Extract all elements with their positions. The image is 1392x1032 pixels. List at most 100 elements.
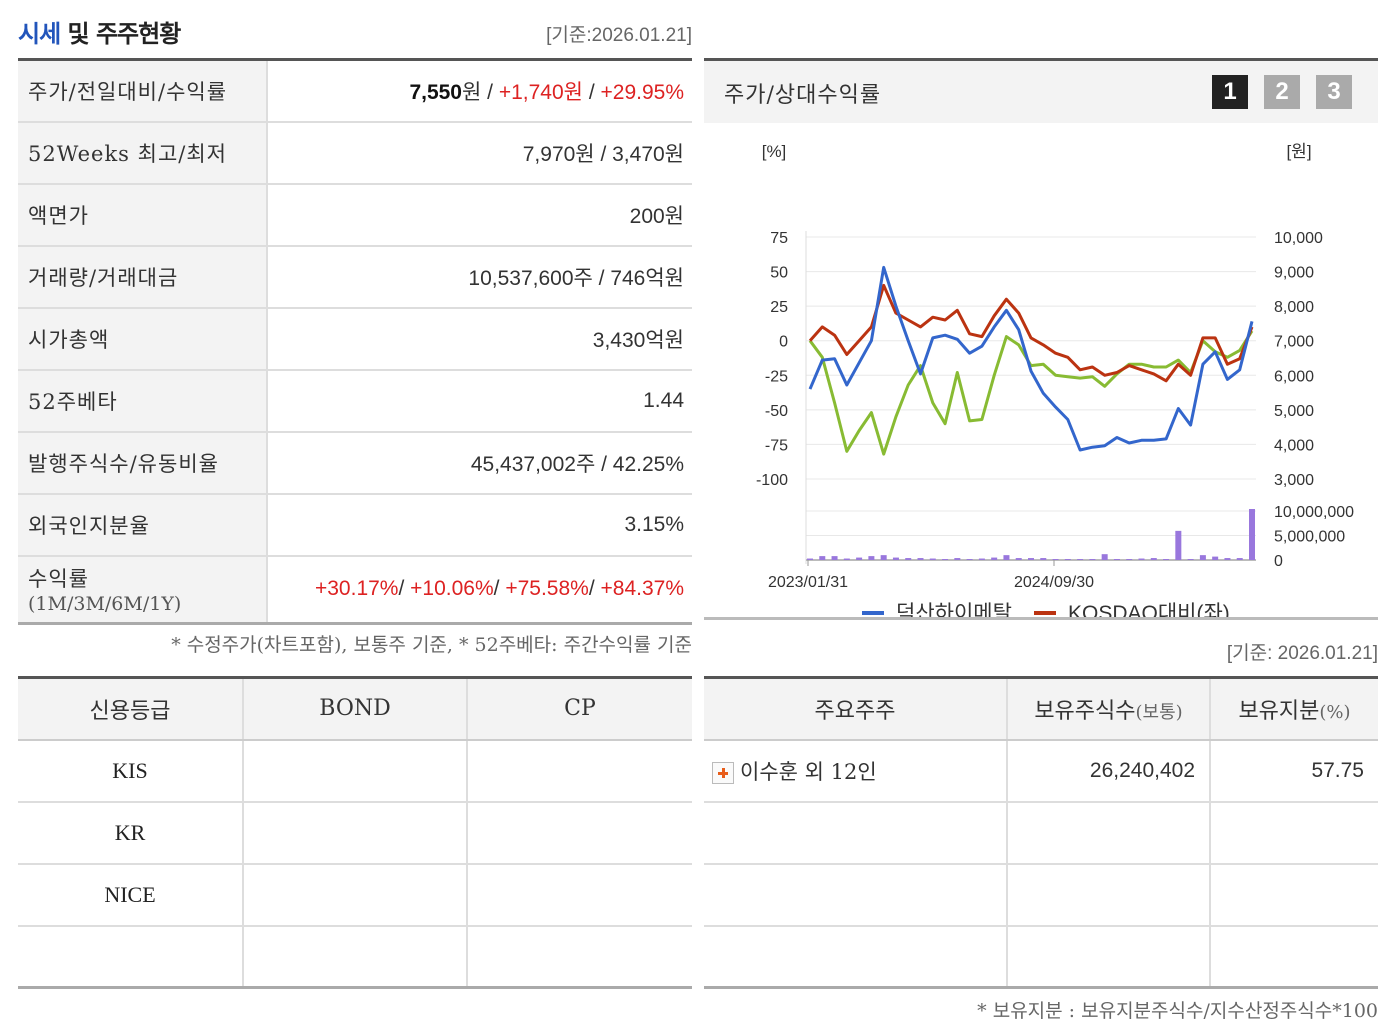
chart-header: 주가/상대수익률 1 2 3 [704,61,1378,123]
col-header: 보유지분(%) [1210,677,1378,741]
volume-bar [905,558,912,560]
volume-bar [954,558,961,560]
table-row [18,925,692,989]
col-header-main: 보유지분 [1238,698,1320,724]
volume-tick-label: 5,000,000 [1274,529,1345,546]
volume-bar [1089,559,1096,560]
table-row: 주가/전일대비/수익률 7,550원 / +1,740원 / +29.95% [18,59,692,123]
row-label: 52Weeks 최고/최저 [18,121,268,185]
holder-name-cell: 이수훈 외 12인 [704,739,1008,803]
volume-bar [807,558,813,560]
table-row: 수익률 (1M/3M/6M/1Y) +30.17%/ +10.06%/ +75.… [18,555,692,625]
page-title: 시세 및 주주현황 [18,14,181,49]
tab-3[interactable]: 3 [1316,75,1352,109]
row-label: 액면가 [18,183,268,247]
holder-name: 이수훈 외 12인 [740,759,877,784]
left-tick-label: 0 [779,334,788,351]
price-table: 주가/전일대비/수익률 7,550원 / +1,740원 / +29.95% 5… [18,58,692,625]
expand-plus-icon[interactable] [712,762,734,784]
cp-cell [467,925,692,989]
right-tick-label: 10,000 [1274,230,1323,247]
table-row: NICE [18,863,692,927]
col-header: 주요주주 [704,677,1008,741]
bond-cell [243,863,468,927]
volume-bar [1126,559,1133,560]
volume-bar [880,555,887,560]
col-header: BOND [243,677,468,741]
volume-bar [856,557,863,560]
holder-table: 주요주주 보유주식수(보통) 보유지분(%) 이수훈 외 12인 26,240,… [704,676,1378,989]
holder-base-date: [기준: 2026.01.21] [1226,643,1378,664]
bond-cell [243,739,468,803]
right-tick-label: 3,000 [1274,472,1314,489]
left-tick-label: -50 [765,403,788,420]
bond-cell [243,925,468,989]
col-header-sub: (보통) [1135,701,1183,723]
left-tick-label: -75 [765,437,788,454]
tab-1[interactable]: 1 [1212,75,1248,109]
col-header-sub: (%) [1319,701,1351,723]
volume-bar [1101,554,1108,560]
empty-cell [1210,863,1378,927]
empty-cell [1007,801,1211,865]
chart-title: 주가/상대수익률 [724,83,882,108]
volume-bar [978,558,985,560]
row-label: 시가총액 [18,307,268,371]
table-row [704,801,1378,865]
bond-cell [243,801,468,865]
legend-label: KOSDAQ대비(좌) [1068,602,1230,617]
table-row: 외국인지분율 3.15% [18,493,692,557]
left-tick-label: 75 [770,230,788,247]
table-row: KR [18,801,692,865]
left-tick-label: 50 [770,265,788,282]
volume-bar [1150,558,1157,560]
table-row: 시가총액 3,430억원 [18,307,692,371]
holder-shares: 26,240,402 [1007,739,1211,803]
right-tick-label: 5,000 [1274,403,1314,420]
col-header: 보유주식수(보통) [1007,677,1211,741]
row-label: 수익률 (1M/3M/6M/1Y) [18,555,268,625]
cp-cell [467,863,692,927]
volume-bar [917,558,924,560]
volume-bar [831,556,838,560]
row-value: 1.44 [267,369,692,433]
legend-label: 덕산하이메탈 [896,602,1012,617]
volume-bar [1212,556,1219,560]
col-header-main: 보유주식수 [1034,698,1136,724]
row-value: 7,550원 / +1,740원 / +29.95% [267,59,692,123]
empty-cell [1007,863,1211,927]
table-row: 52주베타 1.44 [18,369,692,433]
left-tick-label: -25 [765,368,788,385]
volume-bar [1077,559,1084,560]
return-1y: +84.37% [600,577,685,601]
volume-bar [868,556,875,560]
tab-2[interactable]: 2 [1264,75,1300,109]
price-change: +1,740원 [498,80,583,104]
volume-bar [1249,509,1255,560]
right-tick-label: 8,000 [1274,299,1314,316]
agency-name: KIS [18,739,244,803]
volume-bar [1199,555,1206,560]
table-header-row: 주요주주 보유주식수(보통) 보유지분(%) [704,677,1378,741]
row-label: 발행주식수/유동비율 [18,431,268,495]
cp-cell [467,801,692,865]
right-axis-label: [원] [1286,142,1311,161]
chart-panel: 주가/상대수익률 1 2 3 [%] [원] 75 10,000 50 9,000 25… [704,58,1378,656]
row-value: 45,437,002주 / 42.25% [267,431,692,495]
volume-bar [1113,559,1120,560]
volume-bar [929,558,936,560]
title-highlight: 시세 [18,20,61,48]
footnote-price: * 수정주가(차트포함), 보통주 기준, * 52주베타: 주간수익률 기준 [171,634,692,656]
table-row: 이수훈 외 12인 26,240,402 57.75 [704,739,1378,803]
table-header-row: 신용등급 BOND CP [18,677,692,741]
empty-cell [704,863,1008,927]
base-date: [기준:2026.01.21] [546,25,692,46]
row-label: 외국인지분율 [18,493,268,557]
series-line-1 [808,283,1254,383]
right-tick-label: 7,000 [1274,334,1314,351]
table-row: 발행주식수/유동비율 45,437,002주 / 42.25% [18,431,692,495]
volume-bar [966,559,973,560]
row-value: 3,430억원 [267,307,692,371]
row-label: 주가/전일대비/수익률 [18,59,268,123]
